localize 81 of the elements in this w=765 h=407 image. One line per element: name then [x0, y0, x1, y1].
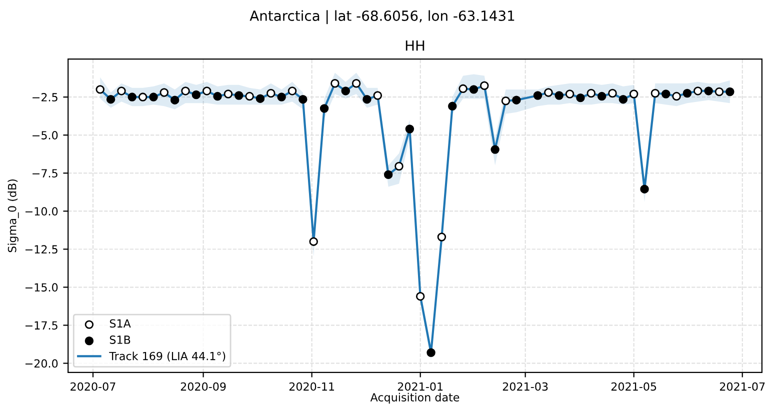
point [682, 88, 692, 98]
point [213, 92, 222, 101]
point [629, 90, 638, 98]
point [608, 88, 617, 98]
point [160, 88, 169, 97]
point [106, 94, 116, 104]
point [224, 90, 233, 98]
x-axis-title: Acquisition date [370, 392, 460, 404]
point [128, 92, 137, 102]
y-axis-title: Sigma_0 (dB) [8, 180, 19, 252]
x-tick-label: 2020-11 [289, 382, 334, 391]
y-tick-label: −20.0 [25, 359, 58, 368]
point [490, 145, 500, 154]
point [245, 92, 254, 101]
x-tick-label: 2021-03 [502, 382, 548, 391]
point [298, 94, 308, 104]
point [512, 96, 521, 104]
point [672, 92, 681, 101]
point [181, 86, 190, 96]
point [554, 91, 564, 100]
point [597, 92, 606, 101]
point [138, 92, 148, 102]
legend-label: Track 169 (LIA 44.1°) [109, 352, 226, 362]
x-tick-label: 2020-09 [180, 382, 226, 391]
point [426, 348, 436, 357]
point [650, 88, 660, 98]
point [469, 85, 478, 94]
point [480, 81, 489, 90]
x-tick-label: 2020-07 [70, 382, 116, 391]
y-tick-label: −15.0 [25, 283, 58, 292]
point [726, 87, 734, 96]
point [384, 170, 393, 180]
y-tick-label: −5.0 [32, 131, 58, 140]
point [256, 94, 265, 103]
point [416, 292, 425, 301]
point [533, 91, 542, 100]
chart-subtitle: HH [406, 40, 424, 51]
point [565, 90, 574, 98]
point [586, 88, 596, 98]
point [234, 91, 244, 100]
point [192, 90, 201, 100]
point [309, 237, 318, 246]
point [320, 104, 329, 113]
point [458, 84, 468, 94]
legend-label: S1B [110, 336, 130, 344]
point [202, 86, 212, 96]
point [149, 92, 158, 102]
x-tick-label: 2021-01 [398, 382, 443, 391]
point [352, 78, 361, 88]
point [640, 184, 649, 194]
point [576, 93, 585, 102]
point [117, 86, 126, 96]
point [405, 124, 414, 134]
y-tick-label: −17.5 [25, 321, 58, 330]
point [448, 102, 457, 111]
point [330, 78, 340, 88]
y-tick-label: −10.0 [25, 207, 58, 216]
point [618, 94, 628, 104]
y-tick-label: −2.5 [32, 93, 58, 102]
point [694, 86, 702, 96]
x-tick-label: 2021-05 [611, 382, 656, 391]
point [266, 88, 276, 98]
point [662, 90, 670, 98]
point [170, 96, 180, 104]
point [394, 162, 404, 171]
point [277, 92, 286, 102]
point [341, 86, 350, 96]
y-tick-label: −7.5 [32, 169, 58, 178]
point [714, 87, 724, 96]
y-tick-label: −12.5 [25, 245, 58, 254]
point [704, 86, 713, 96]
point [96, 85, 104, 94]
point [437, 232, 446, 242]
x-tick-label: 2021-07 [720, 382, 765, 391]
legend-label: S1A [110, 319, 131, 328]
point [288, 86, 297, 96]
chart-title: Antarctica | lat -68.6056, lon -63.1431 [250, 10, 514, 24]
point [373, 91, 382, 100]
point [501, 96, 510, 106]
point [362, 94, 372, 104]
point [544, 88, 553, 97]
